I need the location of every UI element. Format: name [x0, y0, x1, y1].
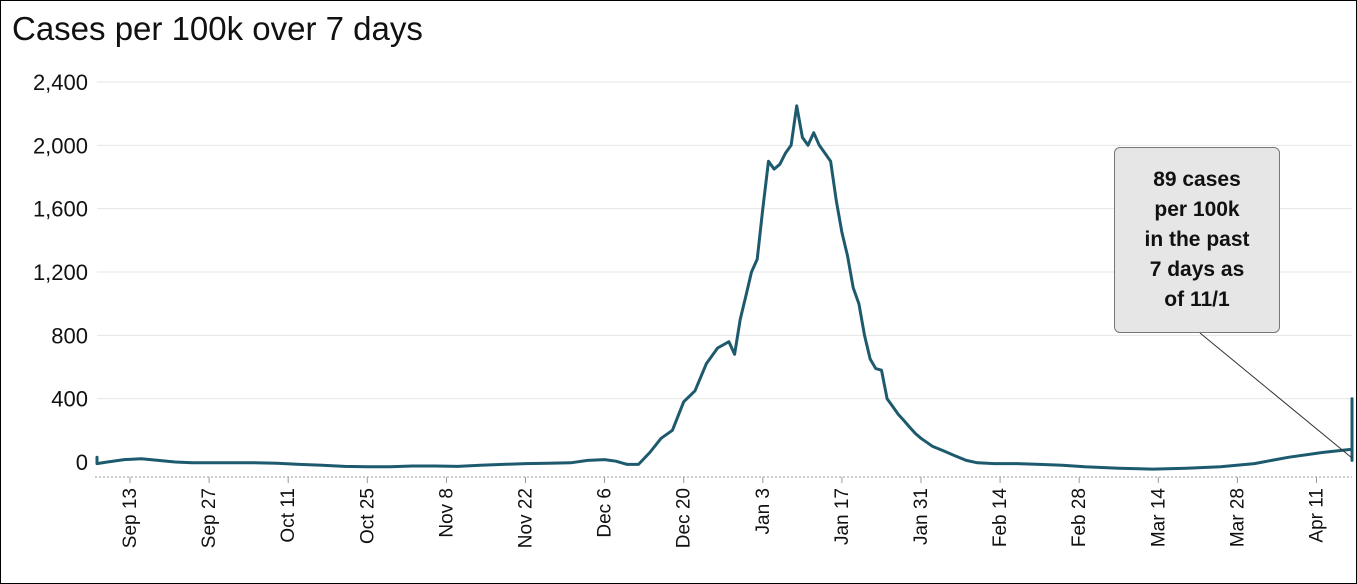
y-tick-label: 800 — [51, 323, 88, 348]
x-tick-label: Sep 13 — [120, 488, 141, 548]
annotation-callout: 89 cases per 100k in the past 7 days as … — [1114, 147, 1280, 333]
gridlines — [97, 81, 1352, 400]
y-tick-label: 0 — [76, 450, 88, 475]
callout-pointer — [1199, 332, 1353, 459]
y-tick-label: 1,200 — [33, 260, 88, 285]
x-tick-label: Feb 28 — [1069, 488, 1090, 547]
x-tick-label: Jan 31 — [911, 488, 932, 545]
x-tick-label: Apr 11 — [1307, 488, 1328, 543]
x-tick-label: Dec 20 — [674, 488, 695, 548]
x-tick-label: Nov 8 — [436, 488, 457, 538]
x-tick-label: Jan 3 — [753, 488, 774, 534]
series-line — [95, 104, 1354, 471]
x-tick-label: Dec 6 — [595, 488, 616, 538]
y-axis: 0 400 800 1,200 1,600 2,000 2,400 — [33, 70, 88, 475]
x-tick-label: Nov 22 — [516, 488, 537, 548]
annotation-text: 89 cases per 100k in the past 7 days as … — [1144, 168, 1250, 311]
x-tick-label: Oct 25 — [357, 488, 378, 544]
x-tick-label: Sep 27 — [199, 488, 220, 548]
x-tick-label: Feb 14 — [990, 488, 1011, 548]
x-axis: Sep 13 Sep 27 Oct 11 Oct 25 Nov 8 Nov 22 Dec 6… — [120, 477, 1328, 548]
y-tick-label: 2,400 — [33, 70, 88, 95]
x-tick-label: Oct 11 — [278, 488, 299, 543]
y-tick-label: 400 — [51, 387, 88, 412]
x-tick-label: Mar 28 — [1227, 488, 1248, 547]
chart-title: Cases per 100k over 7 days — [12, 10, 423, 47]
y-tick-label: 1,600 — [33, 197, 88, 222]
y-tick-label: 2,000 — [33, 133, 88, 158]
x-tick-label: Jan 17 — [832, 488, 853, 545]
x-tick-label: Mar 14 — [1148, 488, 1169, 548]
